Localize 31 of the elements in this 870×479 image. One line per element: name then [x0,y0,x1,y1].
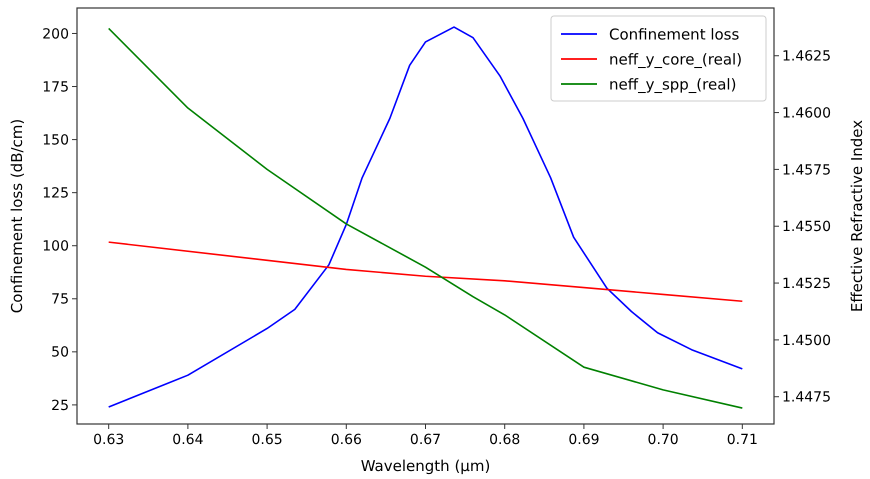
x-tick-label: 0.68 [489,432,520,448]
y2-tick-label: 1.4475 [782,390,831,406]
legend-label: neff_y_spp_(real) [609,75,736,94]
y-tick-label: 175 [42,79,69,96]
y-tick-label: 75 [51,292,69,308]
x-axis-title: Wavelength (µm) [360,457,490,475]
y2-tick-label: 1.4625 [782,48,831,65]
x-tick-label: 0.69 [568,432,600,448]
y-tick-label: 150 [42,132,69,148]
y-axis-title: Confinement loss (dB/cm) [8,118,26,314]
y2-axis-title: Effective Refractive Index [848,120,866,312]
y-tick-label: 200 [42,26,69,42]
x-tick-label: 0.66 [330,432,362,448]
y-tick-label: 100 [42,238,69,255]
x-tick-label: 0.70 [648,432,679,448]
x-tick-label: 0.64 [172,432,204,448]
x-tick-label: 0.71 [726,432,758,448]
y2-tick-label: 1.4600 [782,105,831,122]
y-tick-label: 125 [42,186,69,202]
x-tick-label: 0.65 [252,432,283,448]
y-tick-label: 50 [51,344,69,361]
y2-tick-label: 1.4525 [782,276,831,292]
line-series [108,241,744,302]
legend-label: neff_y_core_(real) [609,50,742,68]
x-tick-label: 0.67 [410,432,442,448]
y2-tick-label: 1.4575 [782,162,831,178]
y-tick-label: 25 [51,398,69,414]
legend-label: Confinement loss [609,25,740,44]
y2-tick-label: 1.4550 [782,219,831,236]
y2-tick-label: 1.4500 [782,332,831,349]
x-tick-label: 0.63 [93,432,124,448]
